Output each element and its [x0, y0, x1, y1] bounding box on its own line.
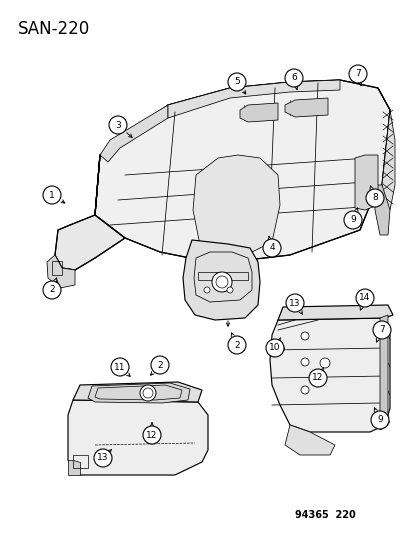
Polygon shape	[95, 80, 389, 262]
Circle shape	[151, 356, 169, 374]
Circle shape	[343, 211, 361, 229]
Circle shape	[285, 294, 303, 312]
Circle shape	[142, 388, 153, 398]
Polygon shape	[277, 305, 392, 320]
Polygon shape	[269, 318, 389, 432]
Circle shape	[300, 386, 308, 394]
Text: 12: 12	[146, 431, 157, 440]
Circle shape	[262, 239, 280, 257]
Circle shape	[111, 358, 129, 376]
Polygon shape	[192, 155, 279, 252]
Circle shape	[228, 73, 245, 91]
Circle shape	[109, 116, 127, 134]
Polygon shape	[100, 105, 168, 162]
Circle shape	[211, 272, 231, 292]
Text: 9: 9	[376, 416, 382, 424]
Polygon shape	[73, 382, 202, 402]
Circle shape	[94, 449, 112, 467]
Text: 2: 2	[157, 360, 162, 369]
Polygon shape	[284, 425, 334, 455]
Polygon shape	[284, 98, 327, 117]
Circle shape	[355, 289, 373, 307]
Circle shape	[319, 358, 329, 368]
Circle shape	[372, 321, 390, 339]
Circle shape	[140, 385, 156, 401]
Text: 10: 10	[268, 343, 280, 352]
Circle shape	[266, 339, 283, 357]
Circle shape	[365, 189, 383, 207]
Text: 1: 1	[49, 190, 55, 199]
Text: 4: 4	[268, 244, 274, 253]
Circle shape	[370, 411, 388, 429]
Text: 3: 3	[115, 120, 121, 130]
Polygon shape	[379, 315, 387, 430]
Circle shape	[300, 358, 308, 366]
Circle shape	[284, 69, 302, 87]
Polygon shape	[68, 400, 207, 475]
Circle shape	[142, 426, 161, 444]
Circle shape	[43, 186, 61, 204]
Text: 7: 7	[378, 326, 384, 335]
Polygon shape	[354, 155, 377, 210]
Text: 2: 2	[49, 286, 55, 295]
Text: 12: 12	[311, 374, 323, 383]
Polygon shape	[68, 460, 80, 475]
Circle shape	[348, 65, 366, 83]
Text: SAN-220: SAN-220	[18, 20, 90, 38]
Polygon shape	[88, 383, 190, 403]
Circle shape	[43, 281, 61, 299]
Text: 2: 2	[234, 341, 239, 350]
Text: 14: 14	[358, 294, 370, 303]
Polygon shape	[168, 80, 339, 118]
Polygon shape	[377, 88, 394, 215]
Circle shape	[204, 287, 209, 293]
Text: 6: 6	[290, 74, 296, 83]
Polygon shape	[183, 240, 259, 320]
Circle shape	[226, 287, 233, 293]
Polygon shape	[374, 185, 389, 235]
Circle shape	[300, 332, 308, 340]
Circle shape	[228, 336, 245, 354]
Text: 7: 7	[354, 69, 360, 78]
Polygon shape	[47, 255, 75, 288]
Text: 5: 5	[234, 77, 239, 86]
Text: 94365  220: 94365 220	[294, 510, 355, 520]
Text: 8: 8	[371, 193, 377, 203]
Circle shape	[308, 369, 326, 387]
Text: 13: 13	[97, 454, 109, 463]
Polygon shape	[240, 103, 277, 122]
Polygon shape	[55, 155, 125, 270]
Text: 13: 13	[289, 298, 300, 308]
Text: 11: 11	[114, 362, 126, 372]
Circle shape	[216, 276, 228, 288]
Text: 9: 9	[349, 215, 355, 224]
